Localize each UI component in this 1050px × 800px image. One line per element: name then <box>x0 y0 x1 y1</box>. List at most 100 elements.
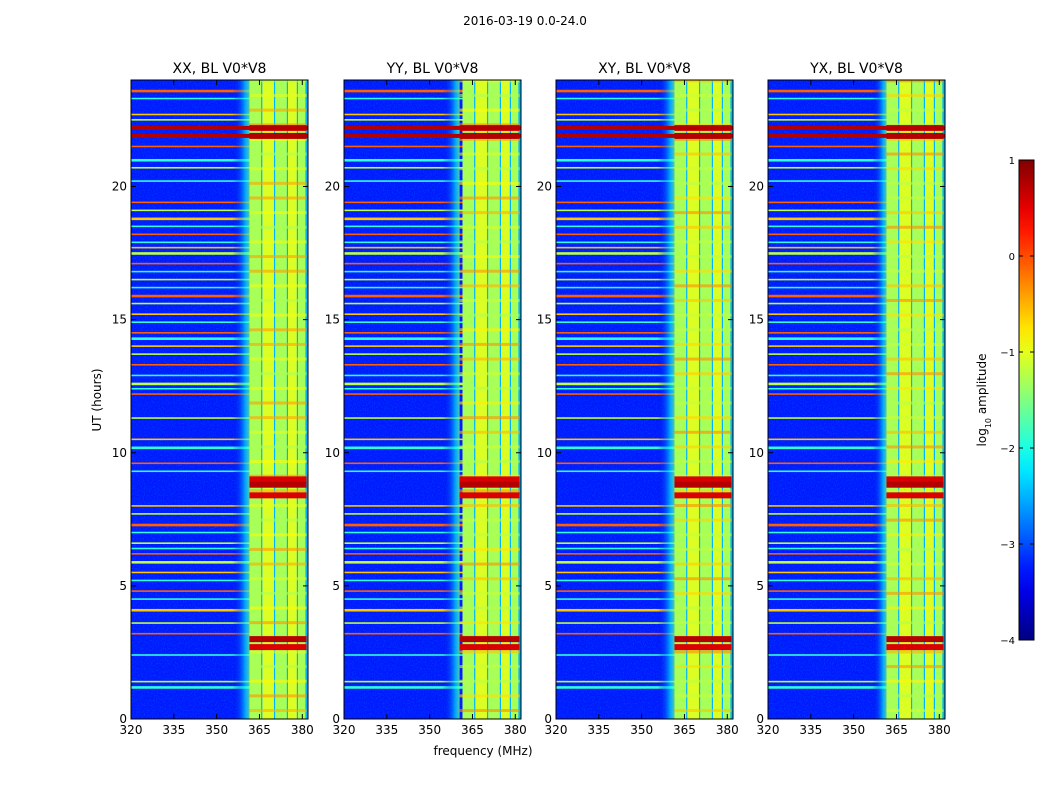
band-texture <box>459 591 520 595</box>
rfi-line <box>768 393 945 395</box>
band-subchannel <box>912 80 926 719</box>
band-texture <box>459 518 520 522</box>
channel-gap <box>910 80 914 719</box>
channel-gap <box>730 80 733 719</box>
rfi-line <box>556 542 733 544</box>
rfi-line <box>556 608 733 612</box>
band-texture <box>674 709 732 713</box>
band-texture <box>886 665 944 669</box>
rfi-line <box>344 547 521 550</box>
band-texture <box>459 123 520 127</box>
channel-gap <box>296 80 300 719</box>
panel-2: YY, BL V0*V8 320 335 350 365 380 0 5 10 15 20 <box>325 61 527 737</box>
rfi-line <box>131 542 308 544</box>
band-texture <box>249 547 307 551</box>
rfi-line <box>556 302 733 305</box>
rfi-line <box>131 209 308 212</box>
band-texture <box>249 342 307 346</box>
band-texture <box>249 416 307 420</box>
band-texture <box>459 342 520 346</box>
rfi-line <box>556 470 733 473</box>
rfi-line <box>344 561 521 564</box>
rfi-line <box>556 680 733 683</box>
rfi-line <box>556 233 733 236</box>
rfi-line <box>556 547 733 550</box>
rfi-line <box>131 590 308 592</box>
rfi-line <box>344 313 521 315</box>
rfi-line <box>131 387 308 390</box>
band-texture <box>459 621 520 625</box>
y-tick-label: 15 <box>112 313 127 327</box>
rfi-line <box>768 313 945 315</box>
band-texture <box>674 416 732 420</box>
band-texture <box>249 255 307 259</box>
rfi-line <box>768 209 945 212</box>
rfi-line <box>344 387 521 390</box>
band-texture <box>674 93 732 97</box>
rfi-line <box>344 180 521 182</box>
band-texture <box>249 577 307 581</box>
rfi-line <box>556 531 733 534</box>
x-axis-label: frequency (MHz) <box>433 744 532 758</box>
rfi-line <box>768 542 945 544</box>
rfi-line <box>131 598 308 600</box>
band-texture <box>886 80 944 83</box>
rfi-line <box>131 654 308 656</box>
band-texture <box>886 284 944 288</box>
rfi-line <box>768 321 945 323</box>
x-tick-label: 365 <box>885 723 908 737</box>
band-texture <box>674 357 732 361</box>
band-subchannel <box>501 80 512 719</box>
rfi-line <box>344 286 521 289</box>
rfi-line <box>556 417 733 419</box>
rfi-line <box>556 393 733 395</box>
band-texture <box>459 401 520 405</box>
hot-row <box>886 492 944 499</box>
band-subchannel <box>700 80 714 719</box>
rfi-line <box>768 180 945 182</box>
rfi-hot-line <box>344 133 521 138</box>
band-texture <box>886 621 944 625</box>
panel-title: YX, BL V0*V8 <box>809 61 903 77</box>
rfi-line <box>131 278 308 281</box>
rfi-line <box>344 241 521 244</box>
rfi-line <box>131 217 308 221</box>
rfi-line <box>131 294 308 298</box>
rfi-line <box>556 505 733 507</box>
rfi-line <box>556 353 733 355</box>
band-texture <box>459 547 520 551</box>
band-texture <box>459 313 520 317</box>
band-subchannel <box>262 80 276 719</box>
rfi-line <box>344 632 521 635</box>
rfi-line <box>131 363 308 366</box>
rfi-line <box>344 686 521 689</box>
rfi-line <box>768 462 945 465</box>
band-texture <box>459 328 520 332</box>
rfi-line <box>131 608 308 612</box>
band-texture <box>886 211 944 215</box>
rfi-line <box>131 374 308 377</box>
band-texture <box>886 298 944 302</box>
rfi-line <box>768 270 945 273</box>
rfi-line <box>344 598 521 600</box>
rfi-line <box>131 233 308 236</box>
rfi-line <box>344 393 521 395</box>
rfi-line <box>768 446 945 450</box>
rfi-line <box>768 278 945 281</box>
panel-3: XY, BL V0*V8 320 335 350 365 380 0 5 10 15 20 <box>537 61 739 737</box>
band-texture <box>249 401 307 405</box>
rfi-line <box>556 241 733 244</box>
band-texture <box>674 196 732 200</box>
rfi-line <box>344 579 521 582</box>
rfi-line <box>344 382 521 386</box>
channel-gap <box>305 80 308 719</box>
rfi-line <box>768 286 945 289</box>
rfi-line <box>344 608 521 612</box>
band-texture <box>249 709 307 713</box>
rfi-line <box>344 590 521 592</box>
band-texture <box>674 621 732 625</box>
hot-row <box>674 636 732 643</box>
band-texture <box>674 342 732 346</box>
band-subchannel <box>713 80 724 719</box>
rfi-line <box>344 654 521 656</box>
